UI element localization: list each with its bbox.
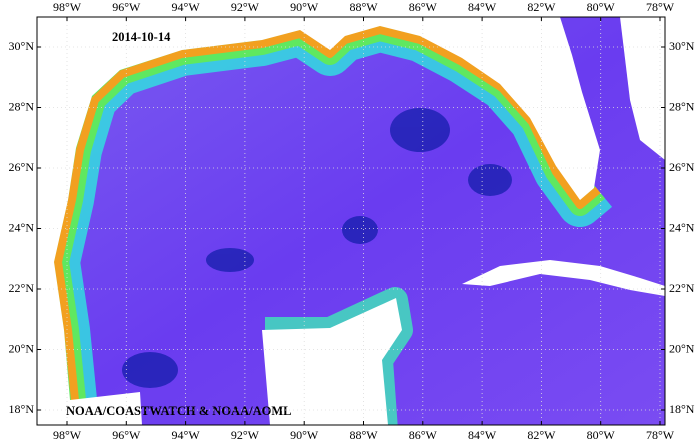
lon-label-bottom: 98°W (53, 428, 82, 442)
lon-label-bottom: 90°W (290, 428, 319, 442)
lon-label-top: 88°W (349, 0, 378, 14)
lat-label-left: 28°N (9, 99, 35, 113)
lat-label-right: 18°N (669, 402, 695, 416)
lon-label-bottom: 96°W (112, 428, 141, 442)
lon-label-bottom: 78°W (646, 428, 675, 442)
lon-label-top: 92°W (231, 0, 260, 14)
lat-label-left: 22°N (9, 281, 35, 295)
lat-label-left: 18°N (9, 402, 35, 416)
lat-label-right: 22°N (669, 281, 695, 295)
lat-label-right: 20°N (669, 341, 695, 355)
lon-label-bottom: 84°W (468, 428, 497, 442)
lon-label-top: 80°W (587, 0, 616, 14)
lat-label-left: 20°N (9, 341, 35, 355)
lon-label-bottom: 88°W (349, 428, 378, 442)
lat-label-left: 30°N (9, 39, 35, 53)
lon-label-bottom: 92°W (231, 428, 260, 442)
lon-label-bottom: 82°W (527, 428, 556, 442)
lat-label-right: 24°N (669, 220, 695, 234)
map-image (37, 17, 665, 425)
lat-label-right: 30°N (669, 39, 695, 53)
date-label: 2014-10-14 (112, 30, 171, 44)
lon-label-top: 94°W (172, 0, 201, 14)
lon-label-bottom: 86°W (409, 428, 438, 442)
lon-label-bottom: 94°W (172, 428, 201, 442)
lon-label-top: 90°W (290, 0, 319, 14)
map-frame (36, 16, 666, 426)
lon-label-top: 82°W (527, 0, 556, 14)
lon-label-top: 98°W (53, 0, 82, 14)
lon-label-top: 84°W (468, 0, 497, 14)
lon-label-bottom: 80°W (587, 428, 616, 442)
lon-label-top: 96°W (112, 0, 141, 14)
lon-label-top: 78°W (646, 0, 675, 14)
lon-label-top: 86°W (409, 0, 438, 14)
credit-label: NOAA/COASTWATCH & NOAA/AOML (66, 404, 291, 418)
lat-label-right: 26°N (669, 160, 695, 174)
lat-label-left: 24°N (9, 220, 35, 234)
lat-label-right: 28°N (669, 99, 695, 113)
lat-label-left: 26°N (9, 160, 35, 174)
